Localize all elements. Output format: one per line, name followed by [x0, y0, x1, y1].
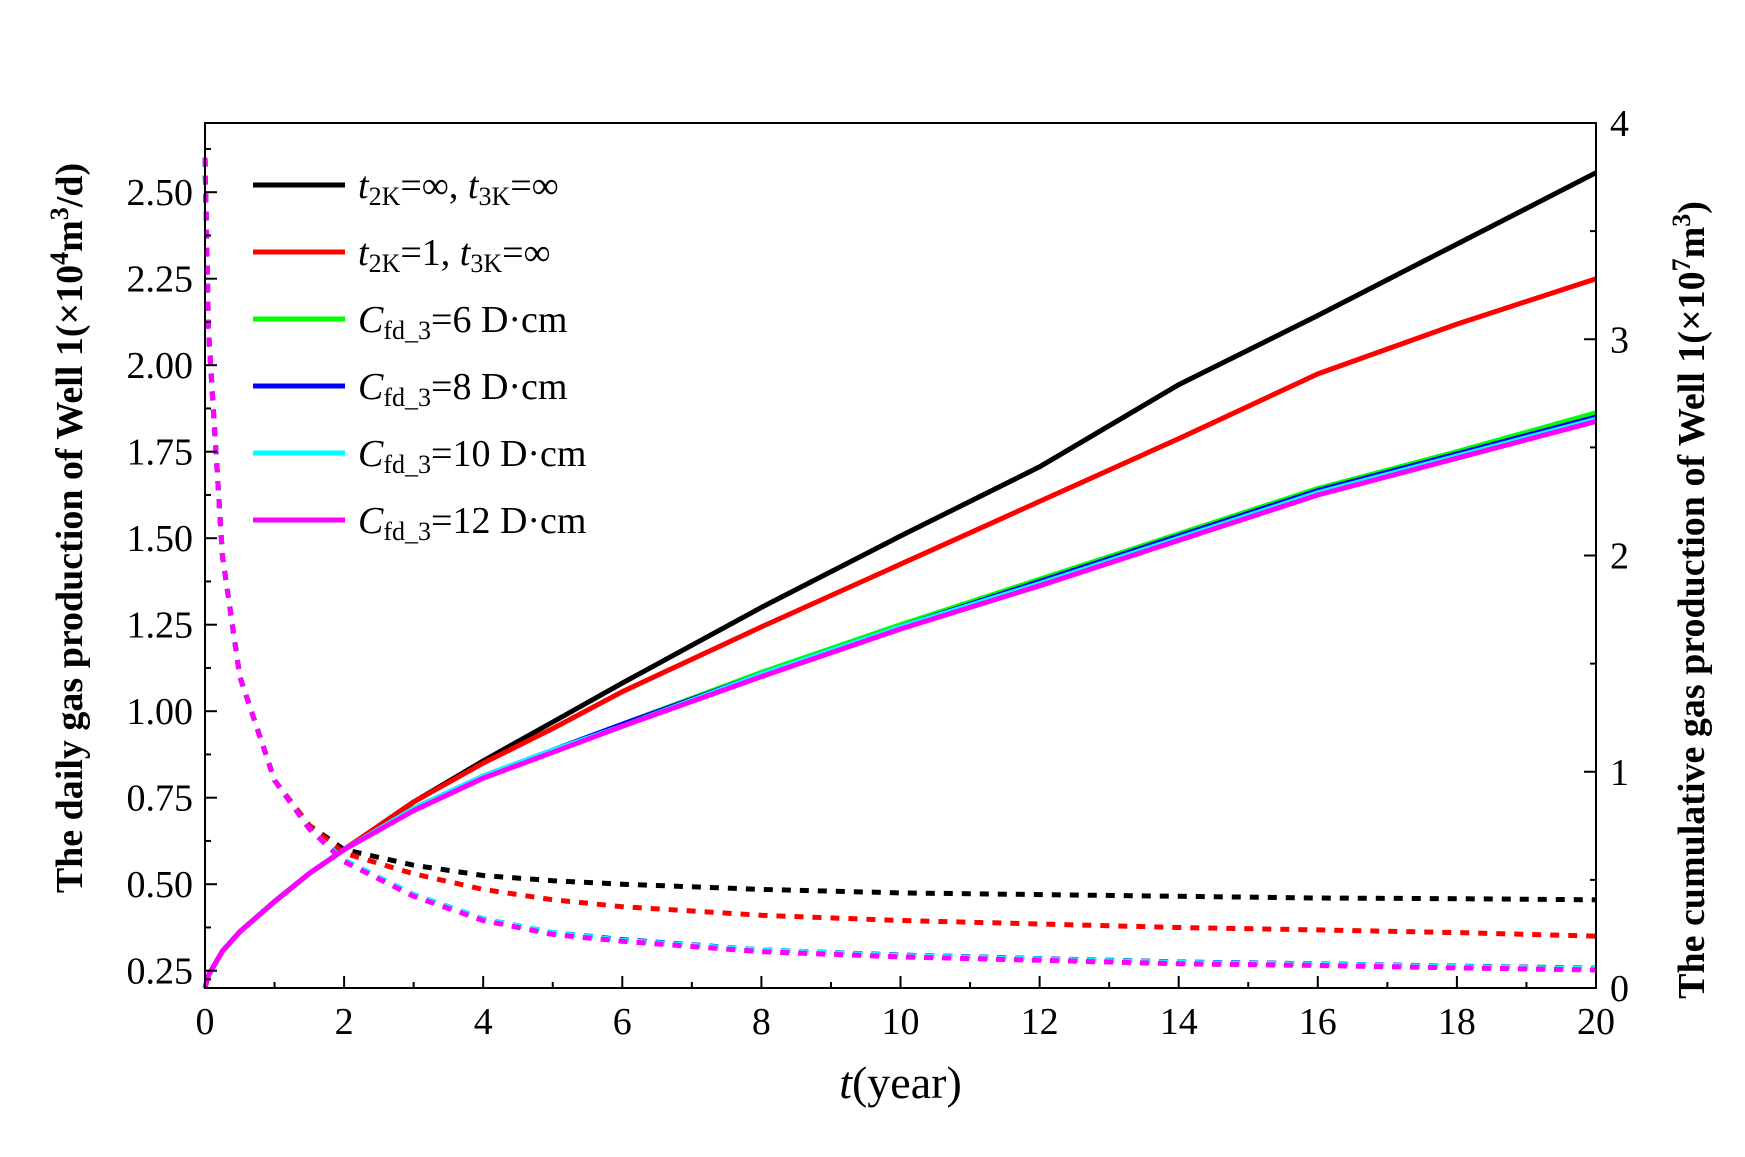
- axes-layer: 0 2 4 6 8 10 12 14 16 18 200.250.500.751.001.251.5…: [127, 103, 1630, 1043]
- y-left-axis-title-unit: m: [49, 220, 91, 252]
- legend-subscript: fd_3: [383, 316, 431, 345]
- y-left-tick-label: 2.25: [127, 259, 194, 301]
- x-axis-title-symbol: t: [839, 1057, 853, 1108]
- y-left-axis-title-suffix: /d): [49, 163, 91, 208]
- x-tick-label: 4: [474, 1001, 493, 1043]
- daily-series-line-1: [202, 157, 1597, 903]
- y-left-axis-title-prefix: The daily gas production of Well 1(×10: [49, 265, 91, 893]
- legend-label-3: Cfd_3=6 D·cm: [358, 299, 567, 345]
- daily-series-line-2: [202, 157, 1597, 939]
- legend-symbol: t: [460, 232, 472, 274]
- legend-subscript: 3K: [478, 182, 510, 211]
- legend-label-6: Cfd_3=12 D·cm: [358, 500, 586, 546]
- y-right-tick-label: 0: [1610, 968, 1629, 1010]
- legend-equation: =8 D·cm: [431, 366, 567, 408]
- legend-subscript: 2K: [369, 182, 401, 211]
- y-right-axis-title-sup: 3: [1667, 214, 1696, 227]
- legend-equation: =1,: [400, 232, 459, 274]
- legend-equation: =6 D·cm: [431, 299, 567, 341]
- legend-label-4: Cfd_3=8 D·cm: [358, 366, 567, 412]
- cumulative-series-line-6: [202, 418, 1597, 989]
- x-tick-label: 16: [1299, 1001, 1337, 1043]
- y-left-axis-title-sup: 3: [45, 207, 74, 220]
- y-left-tick-label: 0.25: [127, 951, 194, 993]
- legend-label-2: t2K=1, t3K=∞: [358, 232, 551, 278]
- x-tick-label: 12: [1021, 1001, 1059, 1043]
- legend-equation: =∞: [510, 165, 559, 207]
- y-left-tick-label: 2.50: [127, 172, 194, 214]
- legend-symbol: t: [358, 165, 370, 207]
- cumulative-series-line-5: [202, 416, 1597, 989]
- x-axis-title-text: (year): [852, 1057, 962, 1108]
- x-tick-label: 6: [613, 1001, 632, 1043]
- y-right-axis-title-prefix: The cumulative gas production of Well 1(…: [1671, 271, 1713, 999]
- x-tick-label: 8: [752, 1001, 771, 1043]
- legend-equation: =∞,: [400, 165, 468, 207]
- y-left-tick-label: 1.25: [127, 605, 194, 647]
- legend-symbol: C: [358, 299, 384, 341]
- x-tick-label: 20: [1577, 1001, 1615, 1043]
- y-right-tick-label: 3: [1610, 319, 1629, 361]
- x-tick-label: 2: [335, 1001, 354, 1043]
- legend-symbol: t: [468, 165, 480, 207]
- legend: t2K=∞, t3K=∞t2K=1, t3K=∞Cfd_3=6 D·cmCfd_…: [253, 165, 586, 546]
- legend-subscript: 2K: [369, 249, 401, 278]
- cumulative-series-line-4: [202, 414, 1597, 989]
- x-tick-label: 14: [1160, 1001, 1198, 1043]
- x-tick-label: 10: [882, 1001, 920, 1043]
- x-tick-label: 0: [196, 1001, 215, 1043]
- y-right-tick-label: 1: [1610, 752, 1629, 794]
- y-left-tick-label: 1.75: [127, 432, 194, 474]
- legend-equation: =10 D·cm: [431, 433, 586, 475]
- daily-series-line-6: [202, 157, 1597, 973]
- y-right-tick-label: 2: [1610, 536, 1629, 578]
- y-left-axis-title-sup: 4: [45, 252, 74, 265]
- y-right-tick-label: 4: [1610, 103, 1629, 145]
- legend-label-5: Cfd_3=10 D·cm: [358, 433, 586, 479]
- y-right-axis-title-sup: 7: [1667, 258, 1696, 271]
- y-left-axis-title: The daily gas production of Well 1(×104m…: [45, 163, 92, 893]
- x-tick-label: 18: [1438, 1001, 1476, 1043]
- axis-titles: t(year)The daily gas production of Well …: [45, 163, 1714, 1108]
- y-right-axis-title-unit: m: [1671, 227, 1713, 259]
- legend-equation: =∞: [502, 232, 551, 274]
- series-layer: [202, 157, 1598, 989]
- y-right-axis-title: The cumulative gas production of Well 1(…: [1667, 201, 1714, 999]
- legend-subscript: fd_3: [383, 517, 431, 546]
- y-left-tick-label: 0.50: [127, 864, 194, 906]
- legend-subscript: fd_3: [383, 450, 431, 479]
- legend-symbol: t: [358, 232, 370, 274]
- legend-subscript: fd_3: [383, 383, 431, 412]
- legend-symbol: C: [358, 433, 384, 475]
- legend-symbol: C: [358, 500, 384, 542]
- y-left-tick-label: 1.50: [127, 518, 194, 560]
- y-left-tick-label: 2.00: [127, 345, 194, 387]
- legend-symbol: C: [358, 366, 384, 408]
- y-right-axis-title-suffix: ): [1671, 201, 1713, 214]
- y-left-tick-label: 0.75: [127, 778, 194, 820]
- x-axis-title: t(year): [839, 1057, 962, 1108]
- cumulative-series-line-3: [202, 410, 1597, 989]
- legend-equation: =12 D·cm: [431, 500, 586, 542]
- legend-label-1: t2K=∞, t3K=∞: [358, 165, 559, 211]
- y-left-tick-label: 1.00: [127, 691, 194, 733]
- legend-subscript: 3K: [470, 249, 502, 278]
